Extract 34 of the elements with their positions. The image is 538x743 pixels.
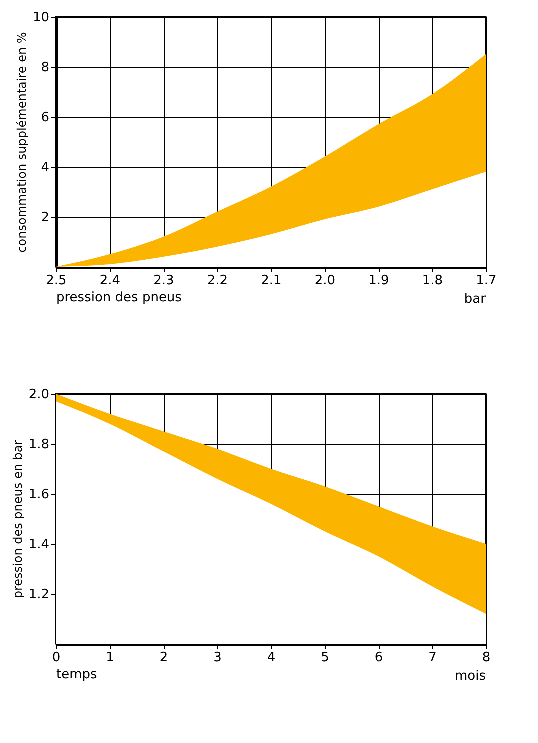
y-tick-label: 4 — [41, 160, 50, 176]
x-tick-label: 6 — [374, 650, 384, 666]
y-tick-label: 1.6 — [28, 488, 50, 502]
y-axis-title: pression des pneus en bar — [10, 440, 25, 599]
x-tick-label: 1.8 — [422, 274, 444, 288]
y-tick-label: 2.0 — [28, 388, 50, 402]
y-tick-label: 1.4 — [28, 538, 50, 552]
y-tick-label: 10 — [32, 10, 50, 26]
x-tick-label: 1 — [106, 650, 114, 666]
y-tick-label: 6 — [41, 110, 50, 126]
x-axis-title: pression des pneus — [56, 290, 182, 306]
x-tick-label: 2.0 — [314, 274, 336, 288]
x-tick-label: 4 — [267, 650, 276, 666]
y-tick-label: 8 — [41, 60, 50, 76]
text: mois — [454, 669, 486, 684]
x-tick-label: 0 — [52, 650, 61, 666]
x-tick-label: 2.5 — [46, 274, 67, 288]
y-tick-label: 1.8 — [28, 438, 50, 452]
x-tick-label: 2.2 — [207, 274, 228, 288]
x-tick-label: 5 — [321, 650, 330, 666]
x-tick-label: 2.1 — [261, 274, 282, 288]
x-tick-label: 1.9 — [368, 274, 390, 288]
x-tick-label: 7 — [428, 650, 437, 666]
x-tick-label: 3 — [214, 650, 222, 666]
y-tick-label: 1.2 — [28, 588, 50, 602]
x-tick-label: 2 — [160, 650, 168, 666]
x-tick-label: 2.3 — [154, 274, 174, 288]
x-tick-label: 1.7 — [476, 274, 497, 288]
x-axis-title: temps — [56, 668, 98, 682]
y-tick-label: 2 — [41, 210, 50, 226]
text: bar — [464, 292, 487, 307]
x-tick-label: 2.4 — [100, 274, 121, 288]
y-axis-title: consommation supplémentaire en % — [14, 32, 29, 253]
x-tick-label: 8 — [482, 650, 491, 666]
